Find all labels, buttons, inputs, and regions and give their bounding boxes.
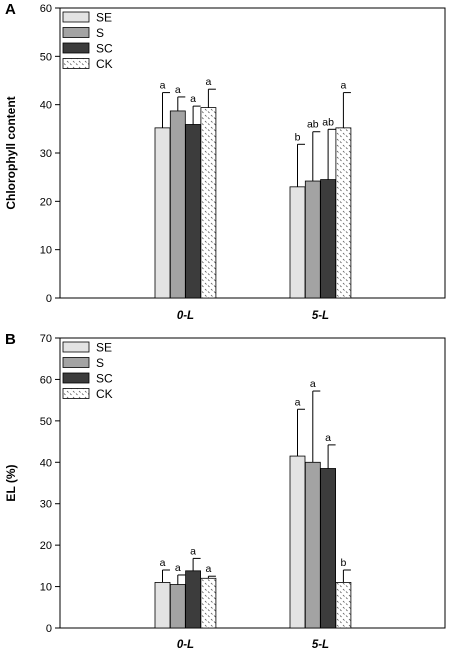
bar-S-5-L [304,180,321,299]
y-tick-label: 70 [40,333,52,345]
y-tick-label: 40 [40,457,52,469]
legend-label: CK [96,57,113,71]
panel-letter: B [5,331,16,348]
significance-letter: a [310,378,316,390]
panel-letter: A [5,1,16,18]
bar-SE-5-L [289,455,306,629]
bar-S-5-L [304,461,321,629]
category-label: 5-L [312,639,329,651]
y-tick-label: 10 [40,582,52,594]
legend-swatch-CK [62,388,90,399]
legend-swatch-SC [62,42,90,54]
bar-SC-5-L [320,179,337,299]
y-axis-title: EL (%) [4,464,18,501]
bar-S-0-L [169,110,186,299]
legend-label: S [96,356,104,370]
bar-SC-5-L [320,468,337,629]
y-tick-label: 60 [40,3,52,15]
bar-SE-5-L [289,186,306,299]
y-tick-label: 20 [40,540,52,552]
significance-letter: b [295,131,301,143]
significance-letter: a [175,84,181,96]
y-tick-label: 0 [46,623,52,635]
significance-letter: a [340,80,346,92]
bar-CK-5-L [335,127,352,299]
bar-CK-0-L [200,577,217,629]
bar-CK-5-L [335,582,352,629]
y-tick-label: 20 [40,196,52,208]
y-tick-label: 60 [40,374,52,386]
significance-letter: a [205,76,211,88]
legend-label: SC [96,372,113,386]
significance-letter: a [160,557,166,569]
y-axis-title: Chlorophyll content [4,96,18,209]
legend-label: S [96,26,104,40]
y-tick-label: 50 [40,416,52,428]
legend-label: CK [96,387,113,401]
bar-SC-0-L [185,124,202,299]
legend-swatch-SC [62,372,90,384]
significance-letter: a [325,432,331,444]
category-label: 0-L [177,639,194,651]
category-label: 0-L [177,310,194,322]
legend-swatch-SE [62,11,90,23]
bar-CK-0-L [200,107,217,299]
bar-SC-0-L [185,570,202,629]
plot-frame [59,337,446,629]
significance-letter: ab [322,116,334,128]
bar-SE-0-L [154,582,171,629]
legend-label: SE [96,341,112,355]
bar-S-0-L [169,584,186,629]
significance-letter: a [205,563,211,575]
legend-swatch-S [62,27,90,38]
significance-letter: ab [307,119,319,131]
y-tick-label: 10 [40,245,52,257]
plot-frame [59,7,446,299]
legend-label: SE [96,11,112,25]
significance-letter: a [175,562,181,574]
significance-letter: b [340,557,346,569]
y-tick-label: 30 [40,499,52,511]
category-label: 5-L [312,310,329,322]
y-tick-label: 0 [46,293,52,305]
legend-label: SC [96,42,113,56]
y-tick-label: 50 [40,51,52,63]
legend-swatch-SE [62,341,90,353]
significance-letter: a [190,93,196,105]
significance-letter: a [160,80,166,92]
significance-letter: a [295,396,301,408]
legend-swatch-CK [62,58,90,69]
bar-SE-0-L [154,127,171,299]
legend-swatch-S [62,357,90,368]
y-tick-label: 30 [40,148,52,160]
significance-letter: a [190,545,196,557]
y-tick-label: 40 [40,100,52,112]
